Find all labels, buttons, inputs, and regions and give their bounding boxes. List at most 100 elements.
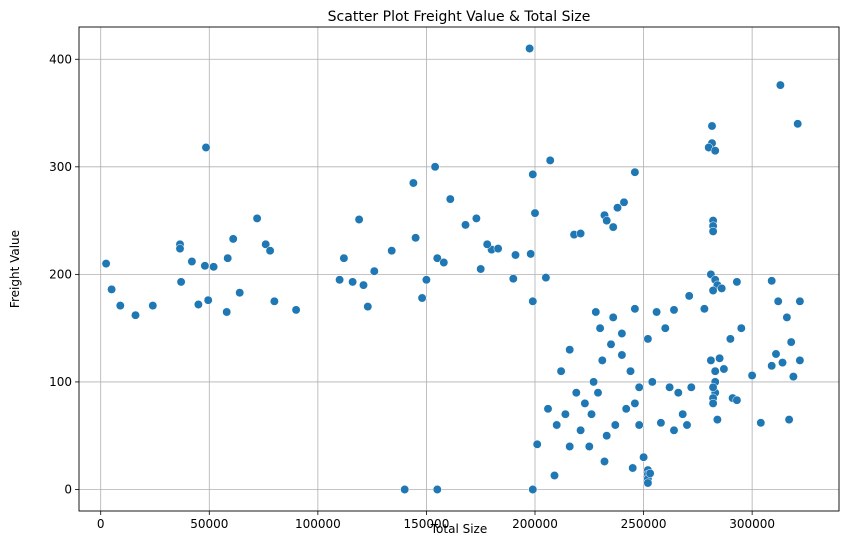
data-point <box>634 382 644 392</box>
x-tick-label: 150000 <box>404 517 450 531</box>
data-point <box>610 420 620 430</box>
data-point <box>552 420 562 430</box>
data-point <box>511 250 520 260</box>
data-point <box>541 273 551 283</box>
data-point <box>682 420 692 430</box>
data-point <box>756 418 766 428</box>
data-point <box>786 337 796 347</box>
data-point <box>773 296 783 306</box>
data-point <box>647 377 657 387</box>
data-point <box>222 307 232 317</box>
data-point <box>335 275 345 285</box>
data-point <box>660 323 670 333</box>
data-point <box>576 229 586 238</box>
data-point <box>669 425 679 435</box>
data-point <box>717 283 727 293</box>
data-point <box>715 353 725 363</box>
data-point <box>626 366 635 376</box>
data-point <box>556 366 566 376</box>
data-point <box>571 388 581 398</box>
data-point <box>587 409 596 419</box>
data-point <box>565 442 575 451</box>
data-point <box>532 439 542 449</box>
plot-area-frame <box>78 26 840 512</box>
data-point <box>643 478 653 488</box>
data-point <box>580 398 590 408</box>
data-point <box>200 261 210 271</box>
data-point <box>528 485 538 494</box>
data-point <box>782 312 792 322</box>
data-point <box>634 420 644 430</box>
y-tick-label: 0 <box>64 482 72 496</box>
data-point <box>209 262 219 272</box>
data-point <box>645 468 655 478</box>
data-point <box>778 358 787 368</box>
data-point <box>589 377 599 387</box>
x-tick-label: 200000 <box>512 517 558 531</box>
data-point <box>461 220 470 230</box>
y-axis-label: Freight Value <box>8 230 22 308</box>
data-point <box>550 471 559 480</box>
data-point <box>528 296 538 306</box>
data-point <box>543 404 553 414</box>
data-point <box>732 277 742 287</box>
x-tick-label: 250000 <box>621 517 667 531</box>
x-tick-label: 50000 <box>190 517 228 531</box>
data-point <box>526 249 536 259</box>
data-point <box>193 300 203 309</box>
y-tick-label: 300 <box>49 160 72 174</box>
data-point <box>359 280 368 290</box>
data-point <box>354 215 364 224</box>
data-point <box>261 239 271 249</box>
data-point <box>131 310 140 320</box>
y-tick-label: 100 <box>49 375 72 389</box>
data-point <box>560 409 570 419</box>
x-tick-label: 0 <box>97 517 105 531</box>
data-point <box>269 296 279 306</box>
data-point <box>684 291 694 301</box>
data-point <box>176 277 186 287</box>
data-point <box>619 197 629 207</box>
axis-ticks: 0 50000 100000 150000 200000 250000 300000 0 100… <box>49 52 775 531</box>
data-point <box>602 431 612 441</box>
data-point <box>387 246 397 256</box>
data-point <box>639 452 649 462</box>
data-point <box>476 264 486 274</box>
data-point <box>630 167 640 177</box>
data-point <box>600 457 609 466</box>
data-point <box>525 44 535 53</box>
data-point <box>775 80 785 90</box>
data-point <box>747 371 757 380</box>
data-point <box>339 253 349 263</box>
data-point <box>565 345 575 355</box>
data-point <box>203 295 213 305</box>
data-point <box>369 266 379 276</box>
data-point <box>348 277 358 287</box>
data-point <box>708 382 718 392</box>
data-point <box>430 162 440 172</box>
data-point <box>686 382 696 392</box>
data-point <box>201 143 211 152</box>
data-point <box>652 307 662 317</box>
data-point <box>400 485 410 494</box>
y-tick-label: 400 <box>49 52 72 66</box>
data-point <box>101 259 111 269</box>
data-point <box>408 178 418 188</box>
data-point <box>107 284 117 294</box>
data-points <box>101 44 805 494</box>
data-point <box>630 304 640 314</box>
data-point <box>621 404 631 414</box>
data-point <box>771 349 781 359</box>
data-point <box>421 275 431 285</box>
data-point <box>595 323 605 333</box>
data-point <box>432 485 442 494</box>
data-point <box>252 213 262 223</box>
data-point <box>482 239 492 249</box>
data-point <box>223 253 233 263</box>
data-point <box>175 244 185 254</box>
data-point <box>708 226 718 236</box>
data-point <box>508 274 518 284</box>
data-point <box>530 208 540 218</box>
